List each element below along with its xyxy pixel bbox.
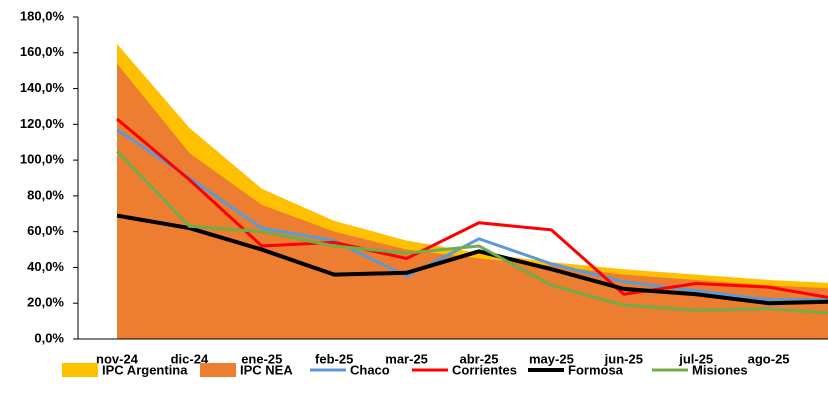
- y-tick-label: 120,0%: [20, 116, 65, 131]
- legend-label: IPC Argentina: [102, 362, 188, 377]
- y-tick-label: 0,0%: [34, 330, 64, 345]
- area: [117, 63, 828, 339]
- legend-label: Chaco: [350, 362, 390, 377]
- line: [116, 128, 828, 302]
- legend-swatch: [62, 363, 98, 377]
- line: [115, 150, 828, 315]
- x-tick-label: mar-25: [385, 351, 428, 366]
- x-tick-label: ene-25: [241, 351, 282, 366]
- legend-label: IPC NEA: [240, 362, 293, 377]
- line: [116, 213, 828, 306]
- y-tick-label: 160,0%: [20, 44, 65, 59]
- y-tick-label: 80,0%: [27, 187, 64, 202]
- x-tick-label: may-25: [529, 351, 574, 366]
- y-tick-label: 60,0%: [27, 223, 64, 238]
- y-tick-label: 40,0%: [27, 259, 64, 274]
- legend-label: Formosa: [568, 362, 624, 377]
- legend-label: Misiones: [692, 362, 748, 377]
- x-tick-label: abr-25: [459, 351, 498, 366]
- x-tick-label: ago-25: [748, 351, 790, 366]
- y-tick-label: 140,0%: [20, 80, 65, 95]
- x-tick-label: jun-25: [604, 351, 643, 366]
- plot-area: [115, 43, 828, 339]
- y-tick-label: 100,0%: [20, 152, 65, 167]
- x-tick-label: dic-24: [171, 351, 209, 366]
- x-tick-label: jul-25: [678, 351, 713, 366]
- line: [116, 117, 828, 299]
- x-tick-label: feb-25: [315, 351, 353, 366]
- legend-label: Corrientes: [452, 362, 517, 377]
- x-tick-label: nov-24: [96, 351, 139, 366]
- y-tick-label: 20,0%: [27, 295, 64, 310]
- y-tick-label: 180,0%: [20, 8, 65, 23]
- legend-swatch: [200, 363, 236, 377]
